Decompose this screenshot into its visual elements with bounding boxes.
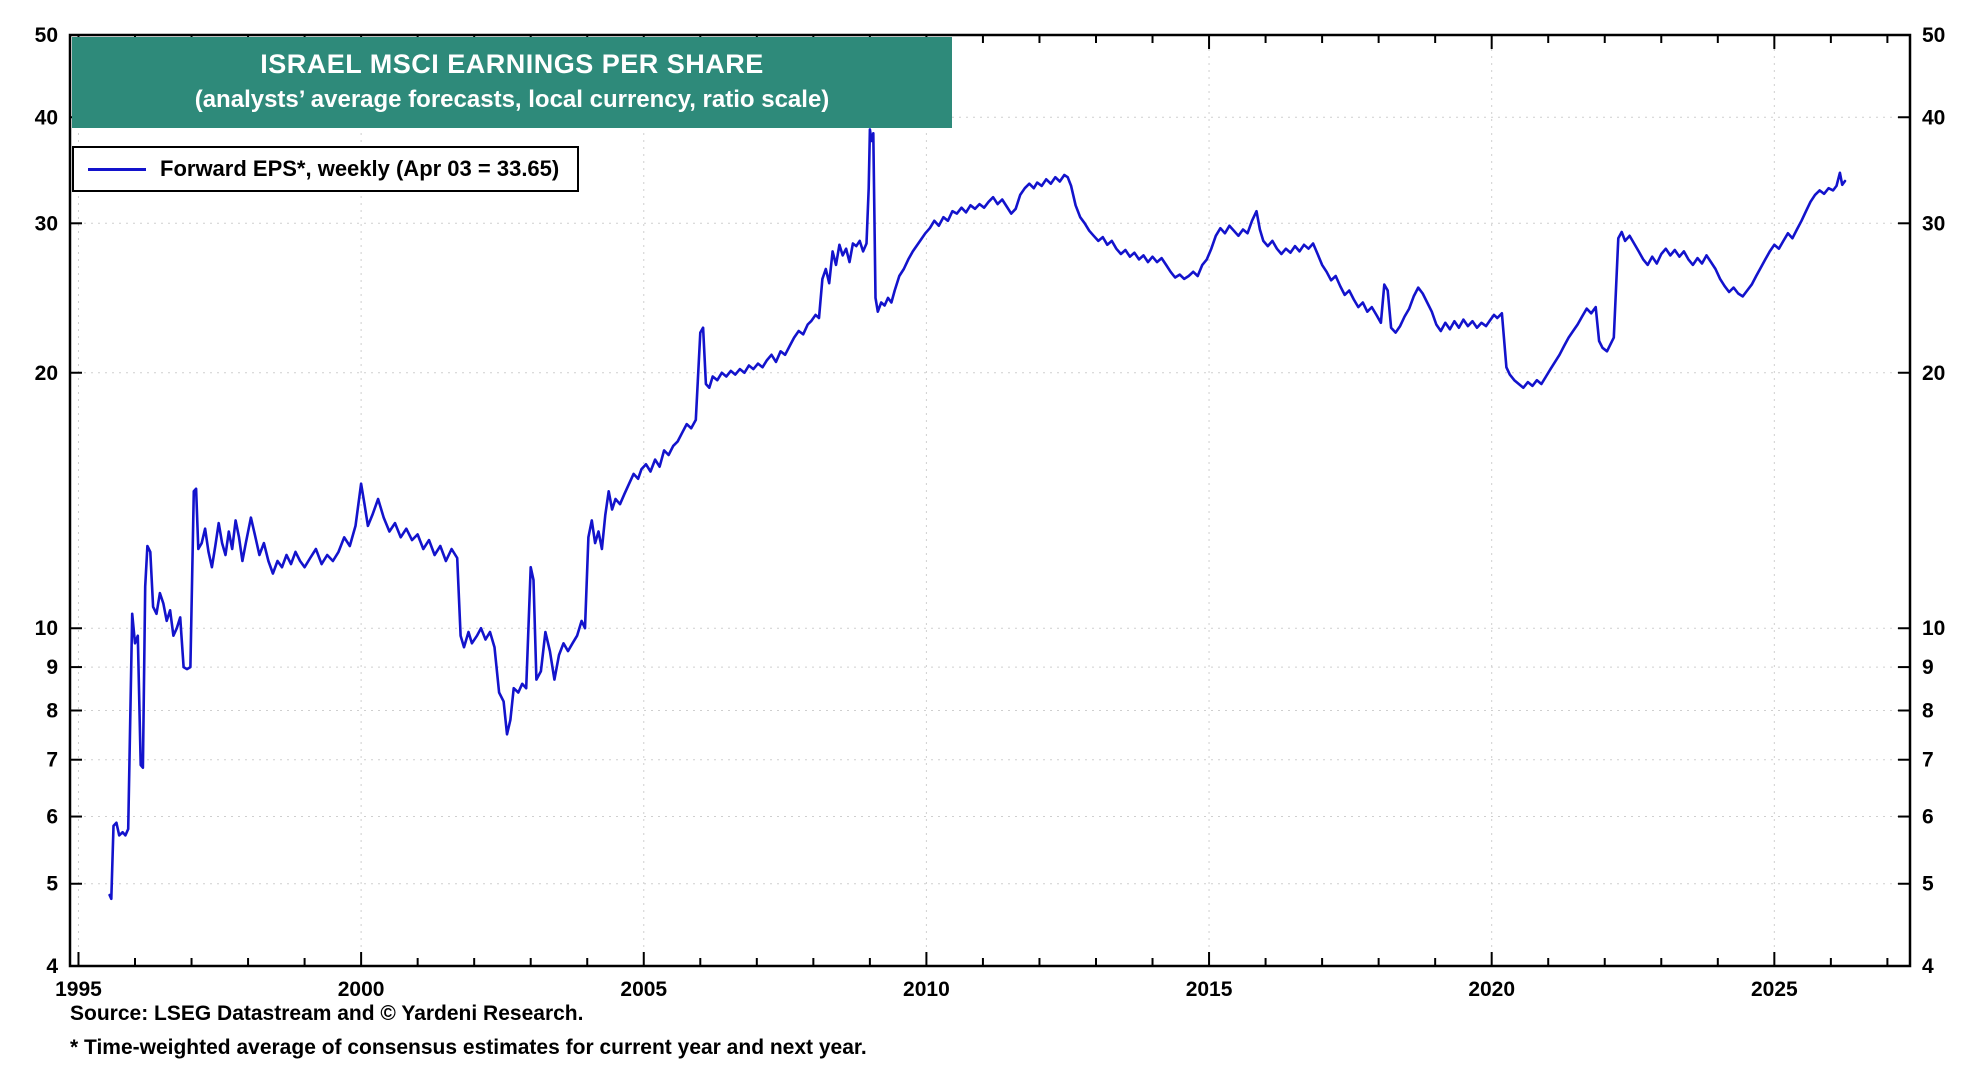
svg-text:40: 40 <box>35 106 58 129</box>
svg-text:7: 7 <box>46 749 58 772</box>
legend-label: Forward EPS*, weekly (Apr 03 = 33.65) <box>160 156 560 181</box>
svg-text:6: 6 <box>46 806 58 829</box>
svg-text:9: 9 <box>46 656 58 679</box>
svg-text:10: 10 <box>35 617 58 640</box>
svg-text:20: 20 <box>35 362 58 385</box>
svg-text:2005: 2005 <box>620 978 667 1001</box>
svg-text:6: 6 <box>1922 806 1934 829</box>
legend: Forward EPS*, weekly (Apr 03 = 33.65) <box>72 146 580 192</box>
svg-text:20: 20 <box>1922 362 1945 385</box>
svg-text:7: 7 <box>1922 749 1934 772</box>
svg-text:30: 30 <box>35 212 58 235</box>
svg-text:8: 8 <box>1922 700 1934 723</box>
svg-text:5: 5 <box>46 873 58 896</box>
svg-text:50: 50 <box>1922 24 1945 47</box>
source-text: Source: LSEG Datastream and © Yardeni Re… <box>70 1002 584 1025</box>
chart-subtitle: (analysts’ average forecasts, local curr… <box>194 86 830 113</box>
chart-title-box: ISRAEL MSCI EARNINGS PER SHARE (analysts… <box>72 37 952 128</box>
svg-text:2020: 2020 <box>1468 978 1515 1001</box>
chart-title: ISRAEL MSCI EARNINGS PER SHARE <box>260 49 764 79</box>
svg-text:8: 8 <box>46 700 58 723</box>
svg-text:1995: 1995 <box>55 978 102 1001</box>
footnote-text: * Time-weighted average of consensus est… <box>70 1036 867 1059</box>
svg-text:4: 4 <box>1922 955 1934 978</box>
legend-line-icon <box>88 167 146 171</box>
svg-text:2025: 2025 <box>1751 978 1798 1001</box>
svg-text:2010: 2010 <box>903 978 950 1001</box>
svg-text:5: 5 <box>1922 873 1934 896</box>
svg-text:9: 9 <box>1922 656 1934 679</box>
svg-text:50: 50 <box>35 24 58 47</box>
svg-text:40: 40 <box>1922 106 1945 129</box>
svg-text:4: 4 <box>46 955 58 978</box>
svg-text:30: 30 <box>1922 212 1945 235</box>
svg-text:10: 10 <box>1922 617 1945 640</box>
svg-text:2000: 2000 <box>338 978 385 1001</box>
svg-text:2015: 2015 <box>1186 978 1233 1001</box>
